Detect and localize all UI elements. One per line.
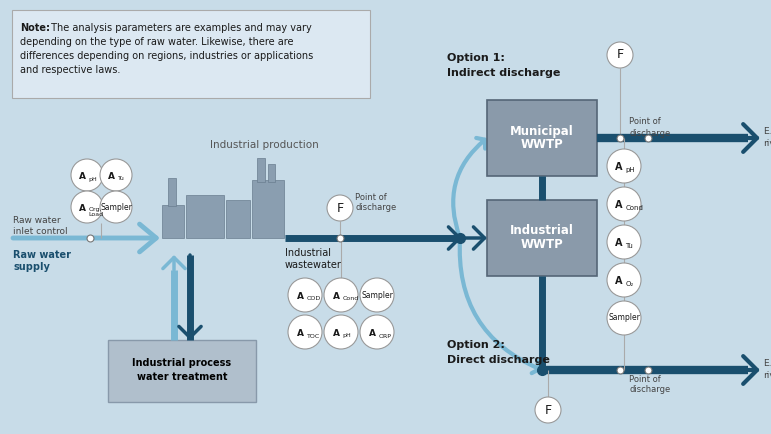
Text: F: F <box>617 49 624 62</box>
Circle shape <box>71 191 103 223</box>
Text: WWTP: WWTP <box>520 138 564 151</box>
Text: wastewater: wastewater <box>285 260 342 270</box>
Circle shape <box>607 301 641 335</box>
Text: Industrial: Industrial <box>285 248 331 258</box>
Circle shape <box>360 315 394 349</box>
Text: supply: supply <box>13 262 50 272</box>
Text: Industrial production: Industrial production <box>210 140 318 150</box>
Text: A: A <box>615 201 622 210</box>
Bar <box>487 100 597 176</box>
Circle shape <box>288 315 322 349</box>
Text: Municipal: Municipal <box>510 125 574 138</box>
Text: and respective laws.: and respective laws. <box>20 65 120 75</box>
Text: river: river <box>763 139 771 148</box>
Text: inlet control: inlet control <box>13 227 68 236</box>
Text: water treatment: water treatment <box>136 372 227 382</box>
Text: Org.: Org. <box>89 207 102 211</box>
Text: F: F <box>544 404 551 417</box>
Text: O₂: O₂ <box>625 281 634 287</box>
Text: Point of: Point of <box>355 194 387 203</box>
Text: A: A <box>615 276 622 286</box>
Text: A: A <box>332 329 339 338</box>
Text: Point of: Point of <box>629 118 661 126</box>
Text: Raw water: Raw water <box>13 216 61 225</box>
Text: TOC: TOC <box>307 333 320 339</box>
Text: A: A <box>297 329 304 338</box>
Circle shape <box>607 149 641 183</box>
Text: Sampler: Sampler <box>100 203 132 211</box>
Text: Industrial: Industrial <box>510 224 574 237</box>
Bar <box>108 340 256 402</box>
Circle shape <box>327 195 353 221</box>
Bar <box>168 178 176 206</box>
Text: Tu: Tu <box>117 177 124 181</box>
Text: WWTP: WWTP <box>520 239 564 251</box>
Text: Indirect discharge: Indirect discharge <box>447 68 561 78</box>
Circle shape <box>535 397 561 423</box>
Bar <box>226 200 250 238</box>
Bar <box>186 195 224 238</box>
Text: Direct discharge: Direct discharge <box>447 355 550 365</box>
Circle shape <box>607 42 633 68</box>
Bar <box>162 205 184 238</box>
Text: A: A <box>107 172 115 181</box>
Circle shape <box>71 159 103 191</box>
Text: Sampler: Sampler <box>361 290 393 299</box>
Bar <box>252 180 284 238</box>
Text: Tu: Tu <box>625 243 633 249</box>
Circle shape <box>288 278 322 312</box>
Text: A: A <box>615 239 622 249</box>
Text: differences depending on regions, industries or applications: differences depending on regions, indust… <box>20 51 313 61</box>
Text: depending on the type of raw water. Likewise, there are: depending on the type of raw water. Like… <box>20 37 294 47</box>
Text: Note:: Note: <box>20 23 50 33</box>
Text: ORP: ORP <box>379 333 392 339</box>
Text: COD: COD <box>307 296 321 302</box>
Circle shape <box>607 225 641 259</box>
Bar <box>257 158 265 182</box>
Text: river: river <box>763 372 771 381</box>
Circle shape <box>100 159 132 191</box>
Text: E.g.: E.g. <box>763 359 771 368</box>
Text: Option 2:: Option 2: <box>447 340 505 350</box>
Bar <box>12 10 370 98</box>
Text: Industrial process: Industrial process <box>133 358 231 368</box>
Circle shape <box>360 278 394 312</box>
Text: pH: pH <box>89 177 97 181</box>
Text: discharge: discharge <box>355 204 396 213</box>
Bar <box>268 164 275 182</box>
Circle shape <box>607 187 641 221</box>
Text: pH: pH <box>625 167 635 173</box>
Text: Load: Load <box>89 213 103 217</box>
Circle shape <box>324 315 358 349</box>
Text: E.g.: E.g. <box>763 128 771 137</box>
Circle shape <box>607 263 641 297</box>
Text: Cond: Cond <box>342 296 359 302</box>
Text: Raw water: Raw water <box>13 250 71 260</box>
Text: Cond: Cond <box>625 205 643 211</box>
Text: A: A <box>297 292 304 301</box>
Text: F: F <box>336 201 344 214</box>
Text: A: A <box>369 329 375 338</box>
Text: pH: pH <box>342 333 352 339</box>
Text: The analysis parameters are examples and may vary: The analysis parameters are examples and… <box>48 23 311 33</box>
Text: Sampler: Sampler <box>608 313 640 322</box>
Text: A: A <box>332 292 339 301</box>
Text: A: A <box>615 162 622 172</box>
Text: discharge: discharge <box>629 385 670 394</box>
Text: A: A <box>79 172 86 181</box>
Bar <box>487 200 597 276</box>
Text: Option 1:: Option 1: <box>447 53 505 63</box>
Circle shape <box>324 278 358 312</box>
Text: Point of: Point of <box>629 375 661 384</box>
Text: discharge: discharge <box>629 128 670 138</box>
Circle shape <box>100 191 132 223</box>
Text: A: A <box>79 204 86 213</box>
